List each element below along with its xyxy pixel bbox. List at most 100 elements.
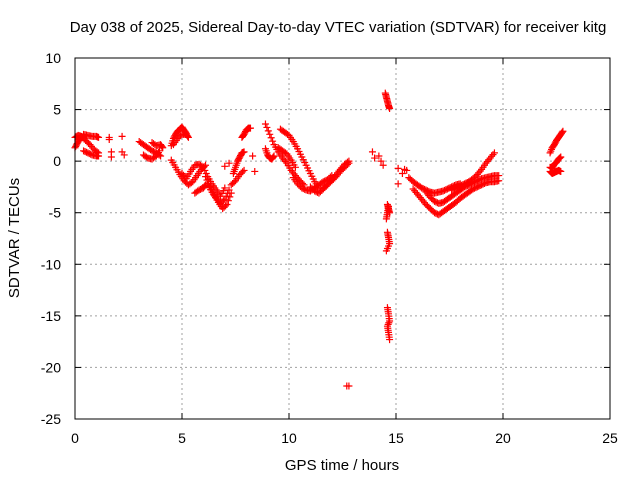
data-point-marker	[198, 162, 206, 170]
data-point-marker	[222, 192, 230, 200]
data-point-marker	[202, 181, 210, 189]
data-point-marker	[221, 184, 229, 192]
data-point-marker	[184, 133, 192, 141]
data-point-marker	[345, 159, 353, 167]
data-point-marker	[555, 154, 563, 162]
series-arc-20	[274, 144, 299, 171]
series-scatter-c	[343, 382, 353, 390]
data-point-marker	[224, 189, 232, 197]
series-arc-04	[135, 138, 165, 160]
series-arc-26	[382, 203, 393, 223]
data-point-marker	[476, 167, 484, 175]
data-point-marker	[386, 336, 394, 344]
data-point-marker	[249, 152, 257, 160]
data-point-marker	[490, 149, 498, 157]
series-arc-31	[422, 172, 503, 207]
data-point-marker	[159, 144, 167, 152]
data-point-marker	[385, 203, 393, 211]
data-point-marker	[270, 152, 278, 160]
series-arc-09	[167, 156, 210, 189]
y-tick-label: -10	[41, 256, 61, 272]
data-point-marker	[547, 147, 555, 155]
data-point-marker	[394, 164, 402, 172]
data-point-marker	[184, 132, 192, 140]
data-point-marker	[267, 134, 275, 142]
series-scatter-a	[105, 132, 128, 161]
y-tick-label: -25	[41, 411, 61, 427]
data-point-marker	[221, 162, 229, 170]
series-arc-08	[169, 130, 192, 149]
series-arc-24	[381, 89, 394, 113]
series-arc-35	[546, 166, 565, 178]
series-arc-02	[80, 130, 103, 141]
series-arc-05	[139, 147, 164, 163]
data-point-marker	[269, 153, 277, 161]
data-point-marker	[154, 149, 162, 157]
data-point-marker	[201, 182, 209, 190]
data-point-marker	[558, 128, 566, 136]
series-arc-21	[289, 172, 336, 195]
data-point-marker	[382, 247, 390, 255]
data-point-marker	[202, 170, 210, 178]
data-point-marker	[201, 166, 209, 174]
data-point-marker	[120, 151, 128, 159]
data-point-marker	[107, 153, 115, 161]
data-point-marker	[281, 157, 289, 165]
series-scatter-d	[368, 148, 387, 169]
series-arc-10	[178, 160, 229, 200]
data-marks-layer	[71, 89, 567, 390]
y-axis-label: SDTVAR / TECUs	[6, 178, 23, 298]
chart-title: Day 038 of 2025, Sidereal Day-to-day VTE…	[70, 19, 607, 36]
data-point-marker	[266, 130, 274, 138]
data-point-marker	[556, 154, 564, 162]
x-tick-label: 10	[281, 430, 297, 446]
data-point-marker	[199, 163, 207, 171]
y-tick-label: -5	[49, 205, 62, 221]
series-arc-14	[229, 148, 248, 178]
data-point-marker	[226, 193, 234, 201]
data-point-marker	[403, 166, 411, 174]
series-arc-33	[546, 127, 567, 157]
data-point-marker	[263, 123, 271, 131]
y-tick-label: 10	[45, 50, 61, 66]
series-arc-15	[227, 166, 248, 189]
data-point-marker	[264, 127, 272, 135]
x-tick-label: 20	[495, 430, 511, 446]
series-arc-16	[238, 124, 254, 141]
data-point-marker	[222, 202, 230, 210]
data-point-marker	[219, 197, 227, 205]
data-point-marker	[156, 147, 164, 155]
x-tick-label: 15	[388, 430, 404, 446]
x-tick-label: 0	[71, 430, 79, 446]
data-point-marker	[158, 143, 166, 151]
series-arc-18	[261, 145, 278, 163]
data-point-marker	[375, 152, 383, 160]
data-point-marker	[223, 200, 231, 208]
data-point-marker	[557, 167, 565, 175]
series-arc-34	[546, 153, 565, 172]
series-arc-28	[383, 304, 394, 344]
series-scatter-e	[394, 164, 411, 188]
x-tick-label: 25	[602, 430, 618, 446]
data-point-marker	[546, 149, 554, 157]
data-point-marker	[386, 317, 394, 325]
data-point-marker	[269, 137, 277, 145]
data-point-marker	[246, 124, 254, 132]
x-axis-label: GPS time / hours	[285, 457, 399, 474]
x-tick-label: 5	[178, 430, 186, 446]
data-point-marker	[557, 153, 565, 161]
data-point-marker	[105, 135, 113, 143]
data-point-marker	[345, 382, 353, 390]
series-scatter-b	[221, 152, 259, 175]
data-point-marker	[221, 195, 229, 203]
y-tick-label: 0	[53, 153, 61, 169]
grid-layer	[75, 58, 610, 419]
data-point-marker	[385, 319, 393, 327]
plot-frame	[74, 57, 611, 420]
data-point-marker	[394, 180, 402, 188]
series-arc-13	[191, 181, 210, 197]
data-point-marker	[225, 186, 233, 194]
y-tick-label: -20	[41, 359, 61, 375]
